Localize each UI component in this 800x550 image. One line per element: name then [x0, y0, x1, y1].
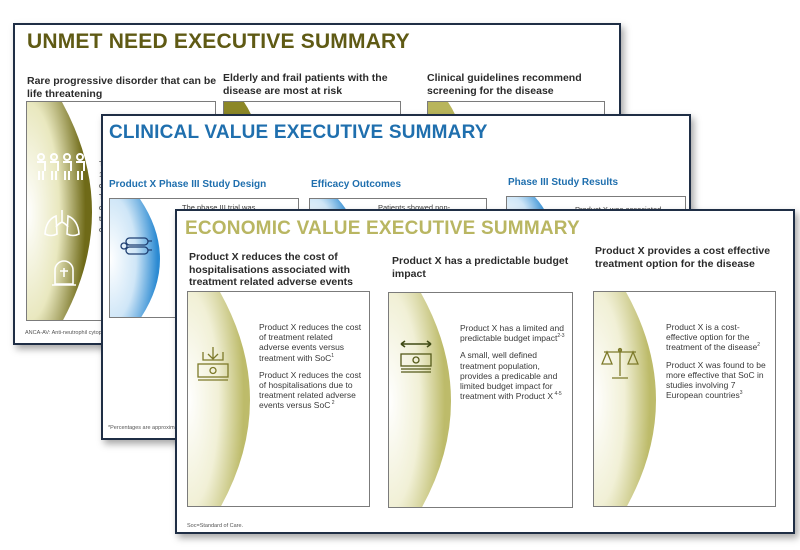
citation: 1	[331, 352, 335, 359]
citation: 3	[739, 390, 743, 397]
footnote: Soc=Standard of Care.	[187, 523, 244, 529]
paragraph-text: Product X reduces the cost of treatment …	[259, 322, 362, 363]
card-paragraph: Product X was found to be more effective…	[666, 360, 771, 401]
slide-title: ECONOMIC VALUE EXECUTIVE SUMMARY	[185, 218, 580, 239]
paragraph-text: Product X has a limited and predictable …	[460, 323, 564, 344]
content-card: Product X is a cost-effective option for…	[593, 291, 776, 507]
pills-icon	[120, 237, 152, 255]
column-heading: Elderly and frail patients with the dise…	[223, 72, 388, 97]
content-card: Product X reduces the cost of treatment …	[187, 291, 370, 507]
column-heading: Product X provides a cost effective trea…	[595, 245, 771, 270]
citation: 2	[757, 342, 760, 349]
balance-scale-icon	[601, 347, 639, 379]
card-paragraph: Product X reduces the cost of hospitalis…	[259, 370, 365, 411]
card-text: Product X is a cost-effective option for…	[666, 322, 771, 407]
footnote: *Percentages are approximate	[108, 425, 183, 431]
column-heading: Rare progressive disorder that can be li…	[27, 75, 217, 100]
citation: 2-3	[557, 333, 565, 340]
money-down-icon	[197, 347, 229, 381]
lungs-icon	[44, 210, 80, 237]
content-card: Product X has a limited and predictable …	[388, 292, 573, 508]
column-heading: Clinical guidelines recommend screening …	[427, 72, 582, 97]
card-paragraph: Product X reduces the cost of treatment …	[259, 322, 365, 363]
money-budget-icon	[400, 340, 432, 373]
card-text: Product X has a limited and predictable …	[460, 323, 568, 408]
slide-economic-value: ECONOMIC VALUE EXECUTIVE SUMMARY Product…	[175, 209, 795, 534]
slide-title: UNMET NEED EXECUTIVE SUMMARY	[27, 30, 410, 53]
paragraph-text: A small, well defined treatment populati…	[460, 350, 558, 402]
slide-title: CLINICAL VALUE EXECUTIVE SUMMARY	[109, 122, 488, 143]
column-heading: Product X has a predictable budget impac…	[392, 255, 569, 280]
gradient-arc-graphic	[110, 199, 160, 317]
card-paragraph: Product X is a cost-effective option for…	[666, 322, 771, 353]
gravestone-icon	[52, 260, 76, 286]
people-group-icon	[37, 153, 85, 180]
paragraph-text: Product X was found to be more effective…	[666, 359, 766, 401]
paragraph-text: Product X is a cost-effective option for…	[666, 322, 758, 353]
column-heading: Product X reduces the cost of hospitalis…	[189, 251, 353, 289]
card-paragraph: A small, well defined treatment populati…	[460, 350, 568, 401]
citation: 2	[330, 400, 335, 407]
gradient-arc-graphic	[594, 292, 656, 506]
column-heading: Phase III Study Results	[508, 177, 619, 188]
column-heading: Product X Phase III Study Design	[109, 179, 267, 190]
card-text-fragment: The phase III trial was	[182, 203, 256, 212]
card-paragraph: Product X has a limited and predictable …	[460, 323, 568, 343]
footnote: ANCA-AV: Anti-neutrophil cytop	[25, 330, 102, 336]
gradient-arc-graphic	[188, 292, 250, 506]
column-heading: Efficacy Outcomes	[311, 179, 402, 190]
paragraph-text: Product X reduces the cost of hospitalis…	[259, 369, 362, 411]
card-text: Product X reduces the cost of treatment …	[259, 322, 365, 418]
citation: 4-5	[553, 391, 562, 398]
card-text-fragment: Patients showed non-	[378, 203, 451, 212]
